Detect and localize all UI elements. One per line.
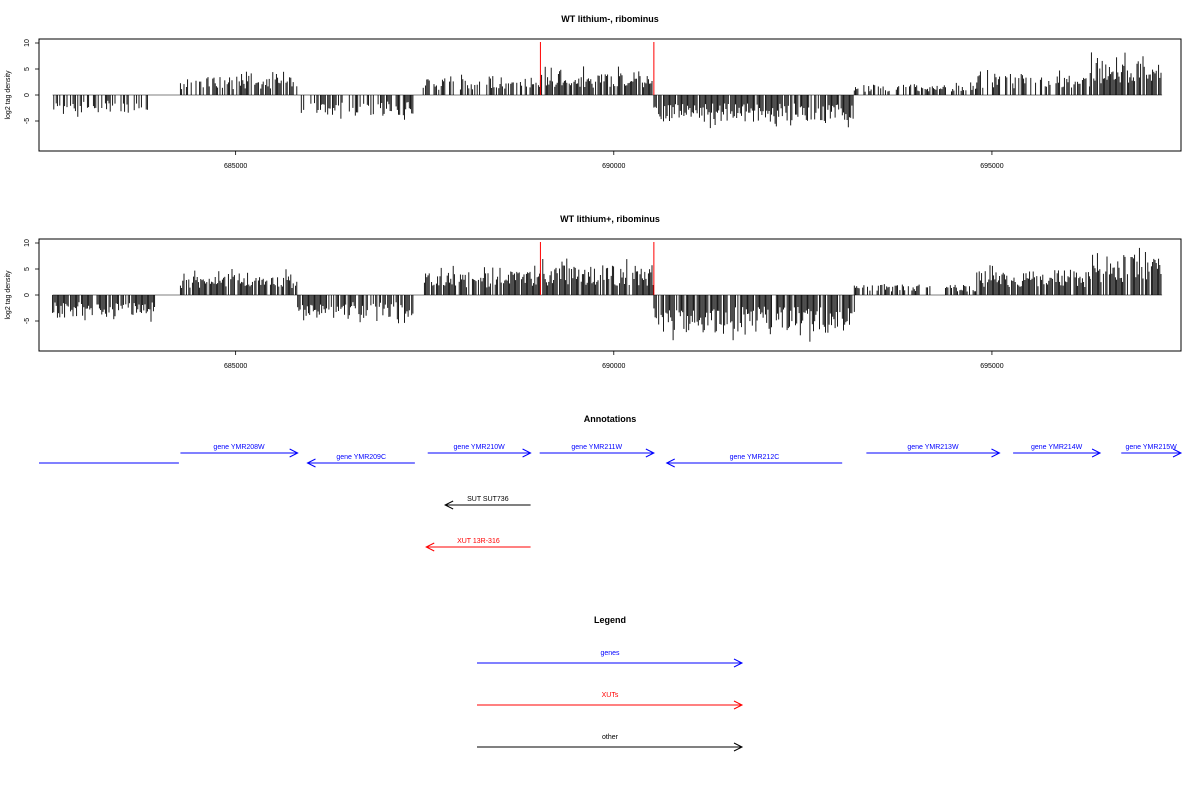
annotation-feature: gene YMR208W	[180, 444, 299, 458]
x-tick-label: 685000	[224, 363, 247, 370]
annotation-feature: gene YMR215W	[1121, 444, 1183, 458]
y-tick-label: -5	[24, 318, 31, 324]
arrowhead-left	[665, 458, 675, 468]
arrowhead-left	[444, 500, 454, 510]
annotation-feature: gene YMR214W	[1013, 444, 1102, 458]
coverage-bars	[53, 52, 1162, 129]
x-tick-label: 690000	[602, 163, 625, 170]
annotation-feature: SUT SUT736	[444, 496, 531, 510]
feature-label: gene YMR215W	[1126, 444, 1178, 451]
arrowhead-right	[289, 448, 299, 458]
feature-label: gene YMR212C	[730, 454, 780, 461]
legend-label: genes	[600, 650, 620, 657]
legend-entry-xut: XUTs	[477, 692, 744, 710]
y-tick-label: -5	[24, 118, 31, 124]
y-axis-label: log2 tag density	[5, 270, 12, 320]
boundary-markers	[539, 242, 655, 295]
arrowhead-right	[522, 448, 532, 458]
arrowhead-right	[645, 448, 655, 458]
y-tick-label: 10	[24, 239, 31, 247]
boundary-markers	[539, 42, 655, 95]
arrowhead-right	[733, 742, 744, 752]
feature-label: gene YMR214W	[1031, 444, 1083, 451]
legend-label: XUTs	[602, 692, 619, 699]
x-axis: 685000 690000 695000	[224, 151, 1004, 170]
legend-title: Legend	[594, 615, 626, 625]
feature-label: gene YMR210W	[454, 444, 506, 451]
x-tick-label: 685000	[224, 163, 247, 170]
feature-label: SUT SUT736	[467, 496, 509, 503]
feature-label: gene YMR213W	[907, 444, 959, 451]
annotation-feature: XUT 13R-316	[425, 538, 531, 552]
feature-label: gene YMR209C	[336, 454, 386, 461]
y-axis-label: log2 tag density	[5, 70, 12, 120]
coverage-panel-1: WT lithium-, ribominus log2 tag density …	[5, 14, 1182, 170]
x-tick-label: 695000	[980, 163, 1003, 170]
feature-label: gene YMR208W	[213, 444, 265, 451]
x-tick-label: 695000	[980, 363, 1003, 370]
arrowhead-left	[306, 458, 316, 468]
y-tick-label: 5	[24, 67, 31, 71]
arrowhead-right	[733, 700, 744, 710]
legend: Legend genes XUTs other	[477, 615, 744, 752]
annotations-title: Annotations	[584, 414, 637, 424]
y-tick-label: 5	[24, 267, 31, 271]
coverage-panel-2: WT lithium+, ribominus log2 tag density …	[5, 214, 1182, 370]
arrowhead-left	[425, 542, 435, 552]
annotation-feature: gene YMR211W	[539, 444, 655, 458]
arrowhead-right	[1172, 448, 1183, 458]
arrowhead-right	[733, 658, 744, 668]
annotation-feature: gene YMR212C	[665, 454, 843, 468]
panel-title: WT lithium-, ribominus	[561, 14, 659, 24]
y-tick-label: 0	[24, 293, 31, 297]
x-tick-label: 690000	[602, 363, 625, 370]
arrowhead-right	[1091, 448, 1102, 458]
arrowhead-right	[991, 448, 1001, 458]
y-axis: -5 0 5 10	[24, 39, 39, 124]
panel-title: WT lithium+, ribominus	[560, 214, 660, 224]
x-axis: 685000 690000 695000	[224, 351, 1004, 370]
y-axis: -5 0 5 10	[24, 239, 39, 324]
y-tick-label: 10	[24, 39, 31, 47]
coverage-bars	[52, 247, 1162, 342]
annotation-feature: gene YMR209C	[306, 454, 415, 468]
annotation-feature: gene YMR213W	[866, 444, 1001, 458]
feature-label: XUT 13R-316	[457, 538, 500, 545]
y-tick-label: 0	[24, 93, 31, 97]
legend-entry-gene: genes	[477, 650, 744, 668]
annotation-feature: gene YMR210W	[427, 444, 532, 458]
legend-entries: genes XUTs other	[477, 650, 744, 752]
legend-entry-other: other	[477, 734, 744, 752]
feature-label: gene YMR211W	[571, 444, 622, 451]
annotation-features: gene YMR208W gene YMR209C gene YMR210W gene…	[39, 444, 1183, 552]
legend-label: other	[602, 734, 619, 741]
